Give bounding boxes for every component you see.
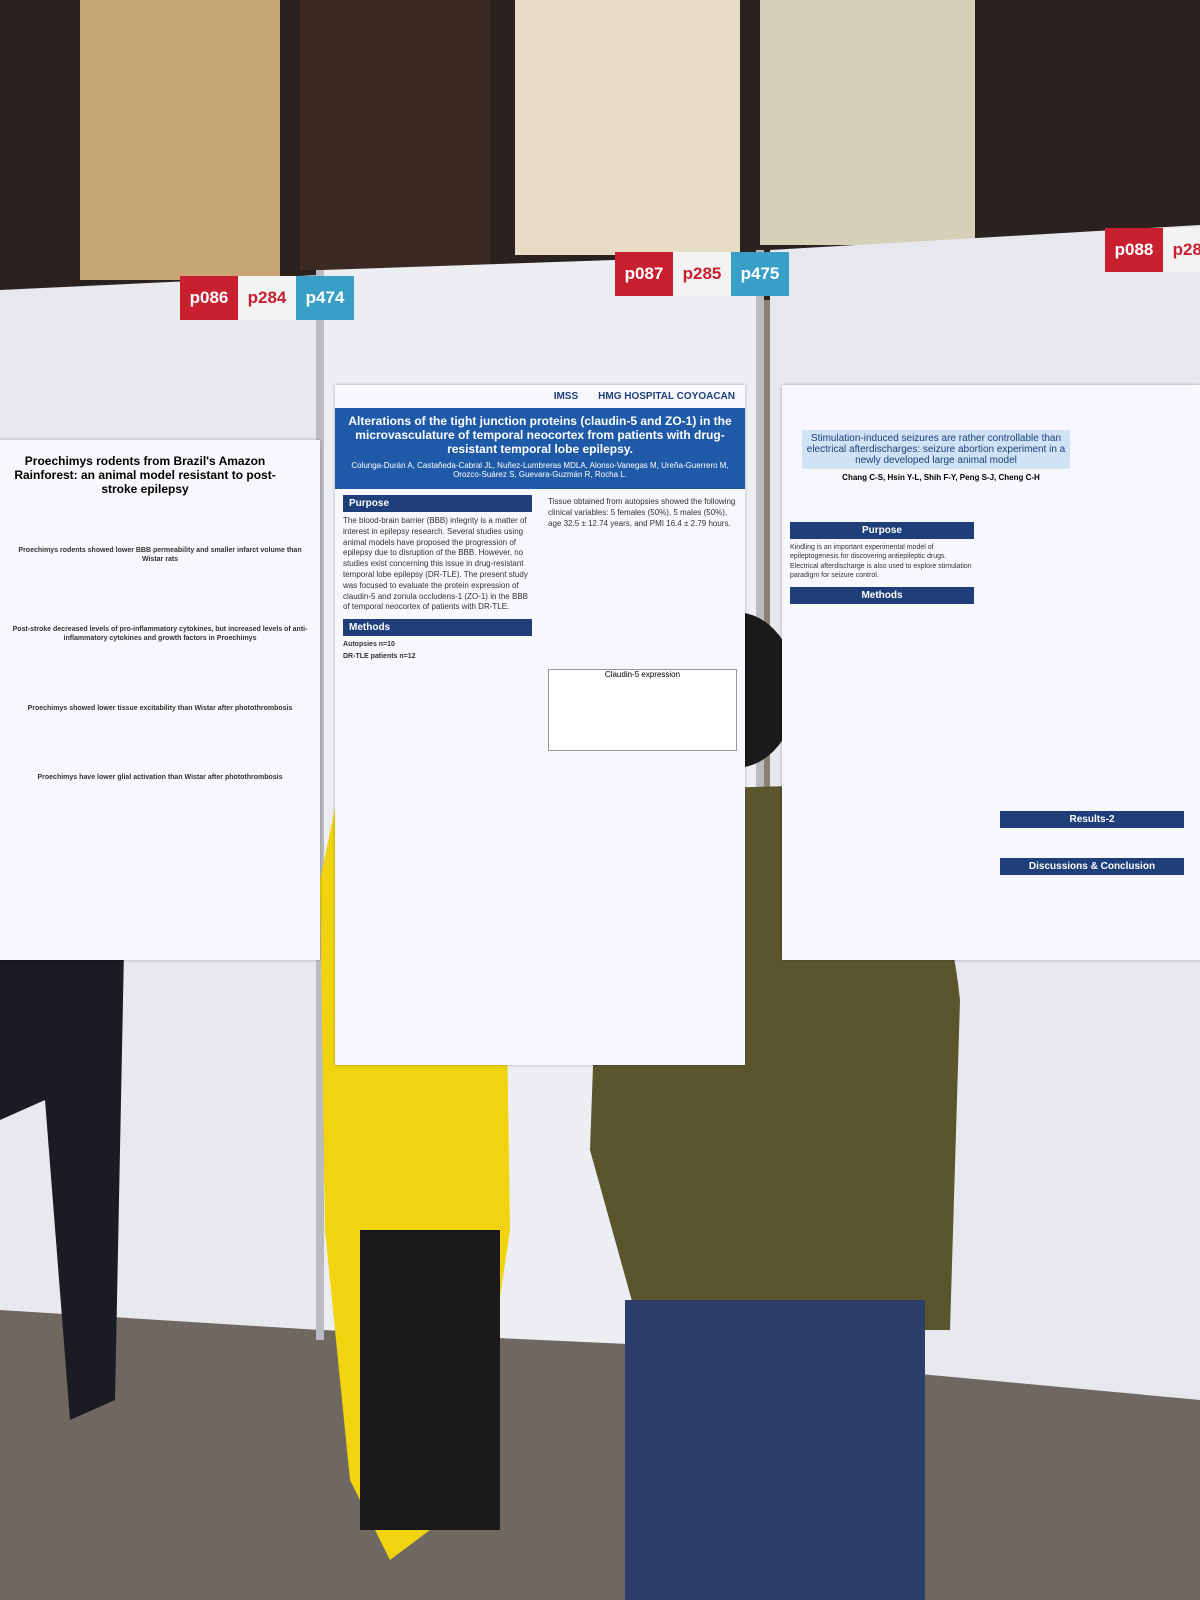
section-heading: Proechimys rodents showed lower BBB perm…	[18, 547, 302, 564]
poster-left: Proechimys rodents from Brazil's Amazon …	[0, 440, 320, 960]
methods-item: DR-TLE patients n=12	[343, 652, 416, 660]
header: Alterations of the tight junction protei…	[335, 408, 745, 489]
results-text: Tissue obtained from autopsies showed th…	[548, 497, 736, 528]
wall-panel	[760, 0, 975, 245]
logo: HMG HOSPITAL COYOACAN	[598, 391, 735, 402]
wall-panel	[515, 0, 740, 255]
section-heading: Proechimys have lower glial activation t…	[37, 774, 283, 782]
wall-panel	[300, 0, 490, 270]
board-code: p286	[1163, 228, 1200, 272]
column: Results-2 Discussions & Conclusion	[992, 805, 1192, 879]
figure-title: Claudin-5 expression	[604, 670, 681, 680]
skirt	[360, 1230, 500, 1530]
column: Purpose Kindling is an important experim…	[782, 522, 982, 604]
section-heading: Methods	[343, 619, 532, 637]
poster-middle: IMSS HMG HOSPITAL COYOACAN Alterations o…	[335, 385, 745, 1065]
frame	[316, 270, 324, 1340]
wall-panel	[80, 0, 280, 280]
logos: IMSS HMG HOSPITAL COYOACAN	[335, 385, 745, 408]
poster-title: Proechimys rodents from Brazil's Amazon …	[14, 454, 276, 496]
section-heading: Post-stroke decreased levels of pro-infl…	[12, 625, 308, 643]
board-code: p285	[673, 252, 731, 296]
board-code: p284	[238, 276, 296, 320]
purpose-text: The blood-brain barrier (BBB) integrity …	[343, 516, 528, 612]
section-heading: Discussions & Conclusion	[1000, 858, 1184, 875]
poster-title: Alterations of the tight junction protei…	[348, 414, 732, 456]
authors: Chang C-S, Hsin Y-L, Shih F-Y, Peng S-J,…	[842, 473, 1040, 482]
board-code: p475	[731, 252, 789, 296]
poster-right: Stimulation-induced seizures are rather …	[782, 385, 1200, 960]
board-code: p086	[180, 276, 238, 320]
board-label: p086 p284 p474	[180, 276, 354, 320]
section-heading: Methods	[790, 586, 974, 604]
logo: IMSS	[553, 391, 579, 402]
column: Purpose The blood-brain barrier (BBB) in…	[335, 489, 540, 751]
section-heading: Purpose	[790, 522, 974, 539]
body: Purpose The blood-brain barrier (BBB) in…	[335, 489, 745, 752]
column: Tissue obtained from autopsies showed th…	[540, 489, 745, 752]
poster-title: Stimulation-induced seizures are rather …	[802, 430, 1070, 469]
section-heading: Results-2	[1000, 811, 1184, 828]
section-heading: Proechimys showed lower tissue excitabil…	[27, 704, 293, 712]
purpose-text: Kindling is an important experimental mo…	[790, 544, 972, 580]
board-code: p088	[1105, 228, 1163, 272]
authors: Colunga-Durán A, Castañeda-Cabral JL, Nu…	[351, 461, 729, 479]
poster-headings: Proechimys rodents showed lower BBB perm…	[0, 546, 320, 783]
figure: Claudin-5 expression	[548, 669, 737, 752]
board-label: p088p286	[1105, 228, 1200, 272]
board-code: p474	[296, 276, 354, 320]
section-heading: Purpose	[343, 495, 532, 512]
board-code: p087	[615, 252, 673, 296]
jeans	[625, 1300, 925, 1600]
board-label: p087 p285 p475	[615, 252, 789, 296]
methods-item: Autopsies n=10	[343, 641, 395, 649]
